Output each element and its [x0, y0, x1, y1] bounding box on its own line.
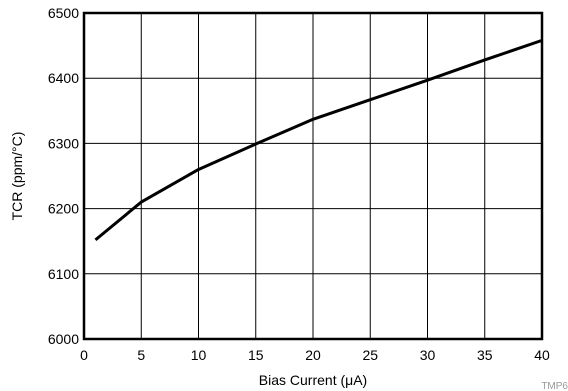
x-tick-label: 5 [137, 347, 145, 363]
x-tick-label: 15 [248, 347, 264, 363]
y-tick-label: 6100 [48, 266, 79, 282]
y-axis-title: TCR (ppm/°C) [9, 132, 25, 221]
x-tick-label: 0 [80, 347, 88, 363]
figure-id-watermark: TMP6 [541, 381, 568, 391]
series-line [94, 38, 543, 242]
x-tick-label: 25 [362, 347, 378, 363]
x-tick-label: 20 [305, 347, 321, 363]
y-tick-label: 6500 [48, 5, 79, 21]
y-tick-labels: 6000 6100 6200 6300 6400 6500 [48, 5, 79, 347]
x-tick-label: 10 [191, 347, 207, 363]
y-tick-label: 6400 [48, 70, 79, 86]
y-tick-label: 6300 [48, 135, 79, 151]
x-tick-label: 30 [420, 347, 436, 363]
plot-border [82, 11, 544, 341]
y-tick-label: 6200 [48, 201, 79, 217]
x-tick-labels: 0 5 10 15 20 25 30 35 40 [80, 347, 550, 363]
x-tick-label: 35 [477, 347, 493, 363]
plot-frame-layer [82, 11, 544, 341]
y-tick-label: 6000 [48, 331, 79, 347]
grid-lines [84, 13, 542, 339]
series-layer [94, 38, 543, 242]
x-axis-title: Bias Current (μA) [259, 372, 367, 388]
x-tick-label: 40 [534, 347, 550, 363]
